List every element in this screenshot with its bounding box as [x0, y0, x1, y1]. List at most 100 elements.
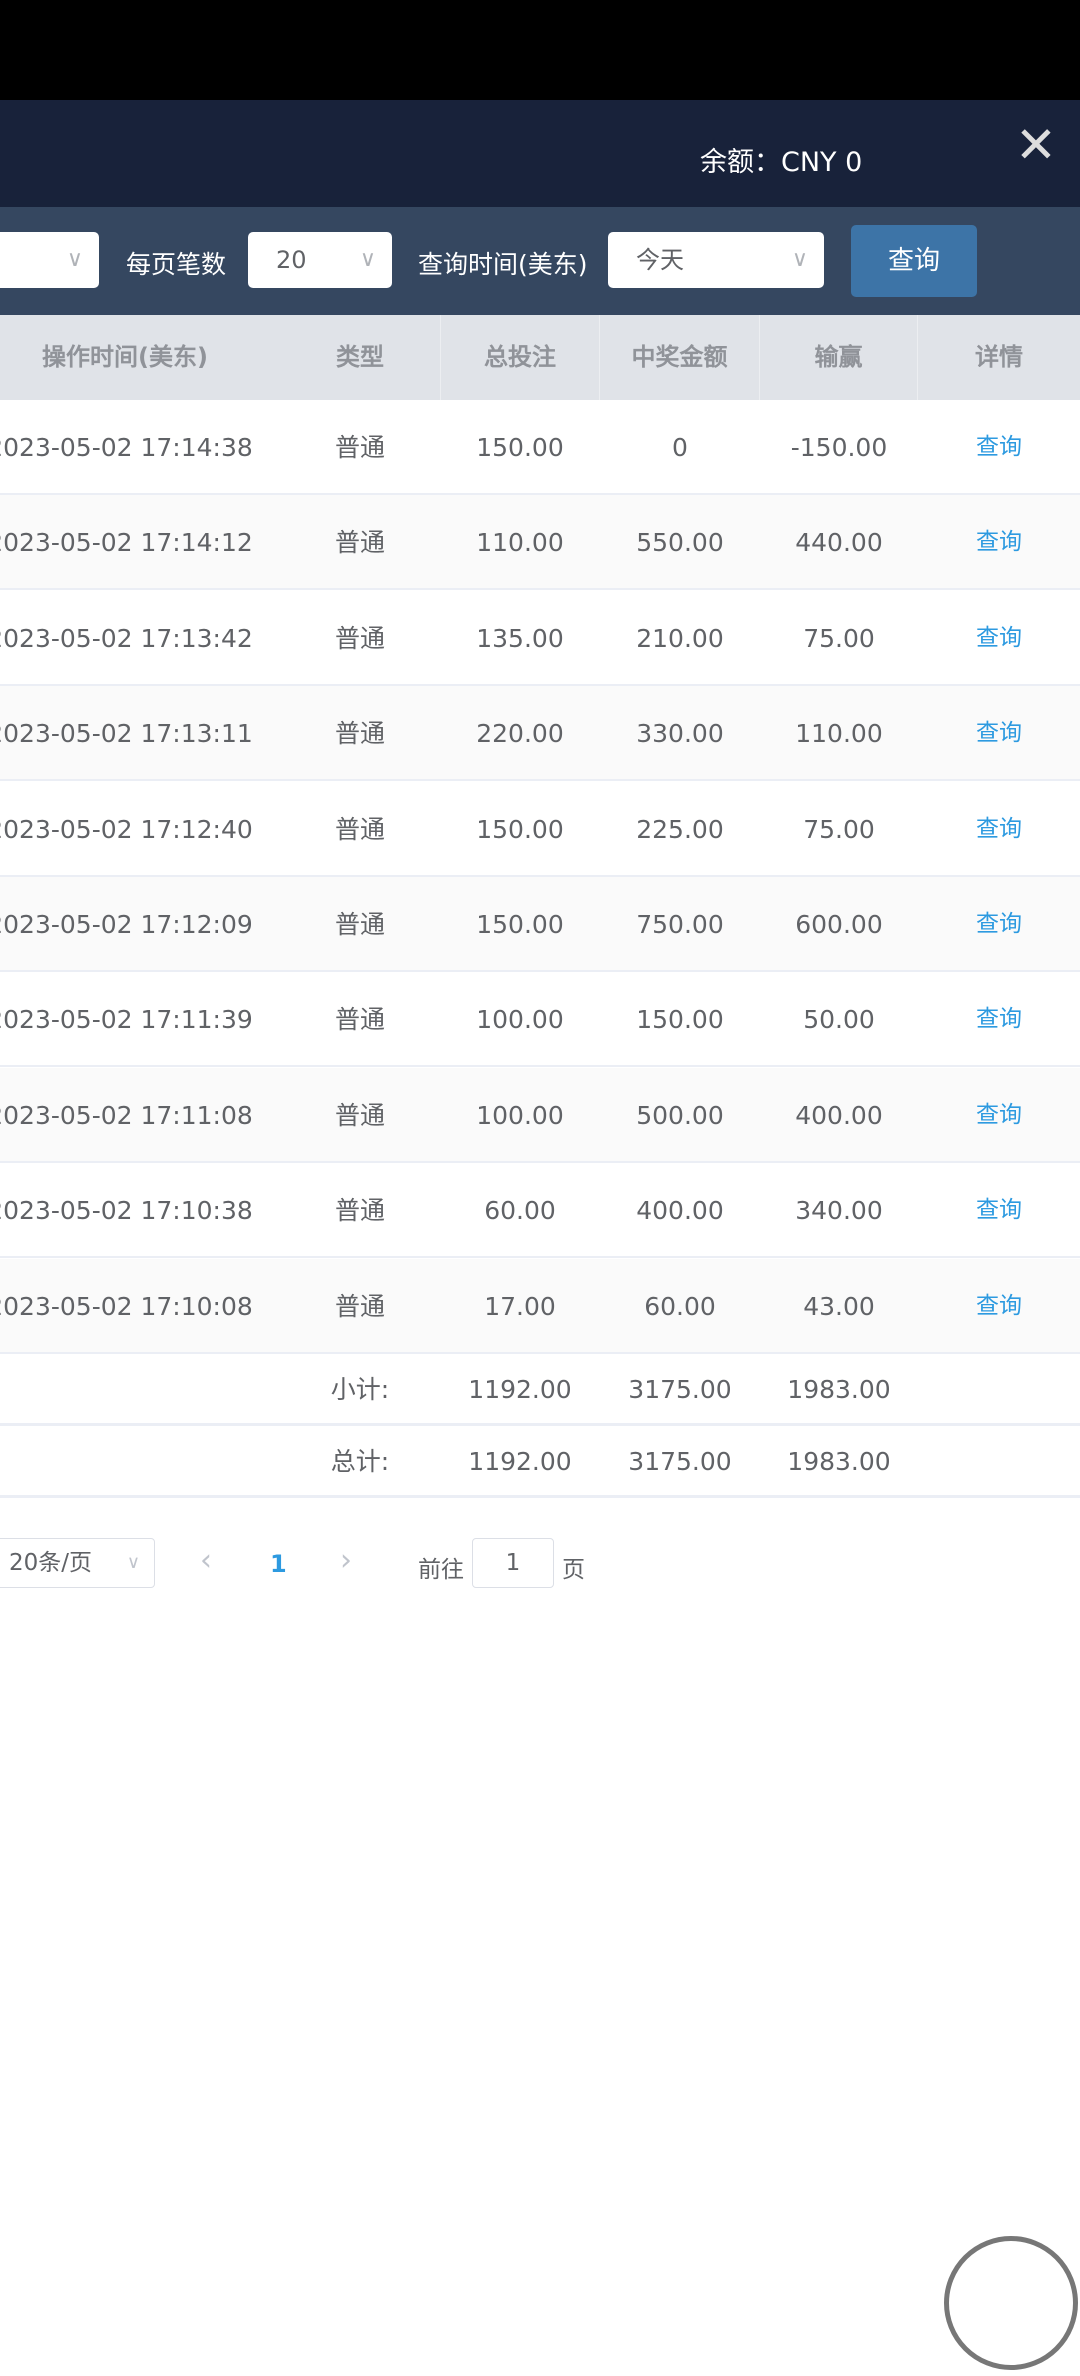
detail-link[interactable]: 查询 [976, 720, 1022, 747]
total-row: 总计: 1192.00 3175.00 1983.00 [0, 1426, 1080, 1498]
cell-type: 普通 [334, 1005, 385, 1035]
cell-bet: 220.00 [476, 719, 564, 749]
cell-pl: 400.00 [795, 1100, 883, 1130]
col-bet: 总投注 [440, 315, 600, 400]
cell-type: 普通 [334, 528, 385, 558]
close-icon[interactable]: ✕ [1015, 116, 1057, 174]
per-page-select[interactable]: 20 ∨ [248, 232, 392, 288]
cell-time: 2023-05-02 17:10:08 [0, 1291, 253, 1321]
filter-bar: ∨ 每页笔数 20 ∨ 查询时间(美东) 今天 ∨ 查询 [0, 207, 1080, 315]
cell-pl: 110.00 [795, 719, 883, 749]
detail-link[interactable]: 查询 [976, 434, 1022, 460]
page-size-select[interactable]: 20条/页 ∨ [0, 1538, 155, 1588]
table-header: 操作时间(美东) 类型 总投注 中奖金额 输赢 详情 [0, 315, 1080, 400]
cell-time: 2023-05-02 17:12:09 [0, 910, 253, 939]
cell-time: 2023-05-02 17:11:39 [0, 1005, 253, 1035]
total-bet: 1192.00 [468, 1447, 572, 1476]
query-button[interactable]: 查询 [851, 225, 977, 297]
cell-pl: 75.00 [803, 814, 875, 844]
cell-win: 0 [672, 433, 688, 462]
cell-win: 225.00 [636, 814, 724, 844]
cell-type: 普通 [334, 433, 385, 462]
cell-bet: 100.00 [476, 1100, 564, 1130]
chevron-down-icon: ∨ [359, 247, 376, 272]
page-suffix: 页 [562, 1557, 585, 1583]
cell-type: 普通 [334, 910, 385, 939]
per-page-value: 20 [276, 246, 307, 274]
col-detail: 详情 [975, 343, 1023, 371]
cell-time: 2023-05-02 17:12:40 [0, 814, 253, 844]
cell-pl: -150.00 [790, 433, 888, 462]
subtotal-win: 3175.00 [628, 1375, 732, 1404]
cell-type: 普通 [334, 1100, 385, 1130]
cell-pl: 340.00 [795, 1196, 883, 1226]
page-size-value: 20条/页 [9, 1550, 93, 1576]
cell-win: 750.00 [636, 910, 724, 939]
col-time: 操作时间(美东) [42, 343, 208, 371]
detail-link[interactable]: 查询 [976, 1101, 1022, 1128]
cell-type: 普通 [334, 1291, 385, 1321]
table-row: 2023-05-02 17:11:08 普通 100.00 500.00 400.00 查… [0, 1067, 1080, 1163]
cell-type: 普通 [334, 1196, 385, 1226]
cell-bet: 60.00 [484, 1196, 556, 1226]
col-type: 类型 [336, 343, 384, 371]
cell-bet: 100.00 [476, 1005, 564, 1035]
time-label: 查询时间(美东) [418, 250, 588, 279]
chevron-down-icon: ∨ [126, 1552, 140, 1573]
table-row: 2023-05-02 17:10:38 普通 60.00 400.00 340.00 查询 [0, 1163, 1080, 1259]
cell-time: 2023-05-02 17:13:11 [0, 719, 253, 749]
detail-link[interactable]: 查询 [976, 1197, 1022, 1224]
detail-link[interactable]: 查询 [976, 529, 1022, 556]
table-row: 2023-05-02 17:13:42 普通 135.00 210.00 75.00 查询 [0, 591, 1080, 686]
cell-pl: 600.00 [795, 910, 883, 939]
total-pl: 1983.00 [787, 1447, 891, 1476]
prev-page-icon[interactable]: ‹ [200, 1543, 212, 1578]
detail-link[interactable]: 查询 [976, 1006, 1022, 1033]
cell-time: 2023-05-02 17:13:42 [0, 623, 253, 653]
col-pl: 输赢 [760, 315, 918, 400]
per-page-label: 每页笔数 [126, 250, 227, 279]
pagination: 20条/页 ∨ ‹ 1 › 前往 1 页 [0, 1538, 1080, 1588]
subtotal-bet: 1192.00 [468, 1375, 572, 1404]
table-row: 2023-05-02 17:10:08 普通 17.00 60.00 43.00 查询 [0, 1258, 1080, 1354]
detail-link[interactable]: 查询 [976, 1292, 1022, 1319]
subtotal-pl: 1983.00 [787, 1375, 891, 1404]
cell-bet: 150.00 [476, 814, 564, 844]
table-row: 2023-05-02 17:12:40 普通 150.00 225.00 75.00 查询 [0, 782, 1080, 877]
cell-win: 60.00 [644, 1291, 716, 1321]
cell-pl: 50.00 [803, 1005, 875, 1035]
status-bar [0, 0, 1080, 100]
detail-link[interactable]: 查询 [976, 815, 1022, 842]
table-row: 2023-05-02 17:13:11 普通 220.00 330.00 110.00 查… [0, 686, 1080, 782]
cell-win: 400.00 [636, 1196, 724, 1226]
game-select[interactable]: ∨ [0, 232, 99, 288]
col-win: 中奖金额 [600, 315, 760, 400]
cell-pl: 440.00 [795, 528, 883, 558]
cell-time: 2023-05-02 17:11:08 [0, 1100, 253, 1130]
balance-text: 余额：CNY 0 [700, 147, 863, 178]
cell-type: 普通 [334, 814, 385, 844]
cell-type: 普通 [334, 719, 385, 749]
cell-pl: 43.00 [803, 1291, 875, 1321]
floating-assistive-button[interactable] [944, 2236, 1078, 2370]
cell-type: 普通 [334, 623, 385, 653]
time-select[interactable]: 今天 ∨ [608, 232, 824, 288]
table-row: 2023-05-02 17:14:12 普通 110.00 550.00 440.00 查… [0, 495, 1080, 591]
cell-bet: 110.00 [476, 528, 564, 558]
detail-link[interactable]: 查询 [976, 624, 1022, 651]
cell-win: 330.00 [636, 719, 724, 749]
page-number-current[interactable]: 1 [270, 1550, 287, 1578]
cell-bet: 150.00 [476, 910, 564, 939]
time-value: 今天 [636, 246, 684, 274]
cell-bet: 17.00 [484, 1291, 556, 1321]
table-row: 2023-05-02 17:12:09 普通 150.00 750.00 600.00 查… [0, 877, 1080, 972]
chevron-down-icon: ∨ [66, 247, 83, 272]
next-page-icon[interactable]: › [340, 1543, 352, 1578]
cell-win: 500.00 [636, 1100, 724, 1130]
total-win: 3175.00 [628, 1447, 732, 1476]
cell-time: 2023-05-02 17:10:38 [0, 1196, 253, 1226]
table-row: 2023-05-02 17:11:39 普通 100.00 150.00 50.00 查询 [0, 972, 1080, 1068]
cell-bet: 150.00 [476, 433, 564, 462]
detail-link[interactable]: 查询 [976, 911, 1022, 937]
goto-page-input[interactable]: 1 [472, 1538, 554, 1588]
